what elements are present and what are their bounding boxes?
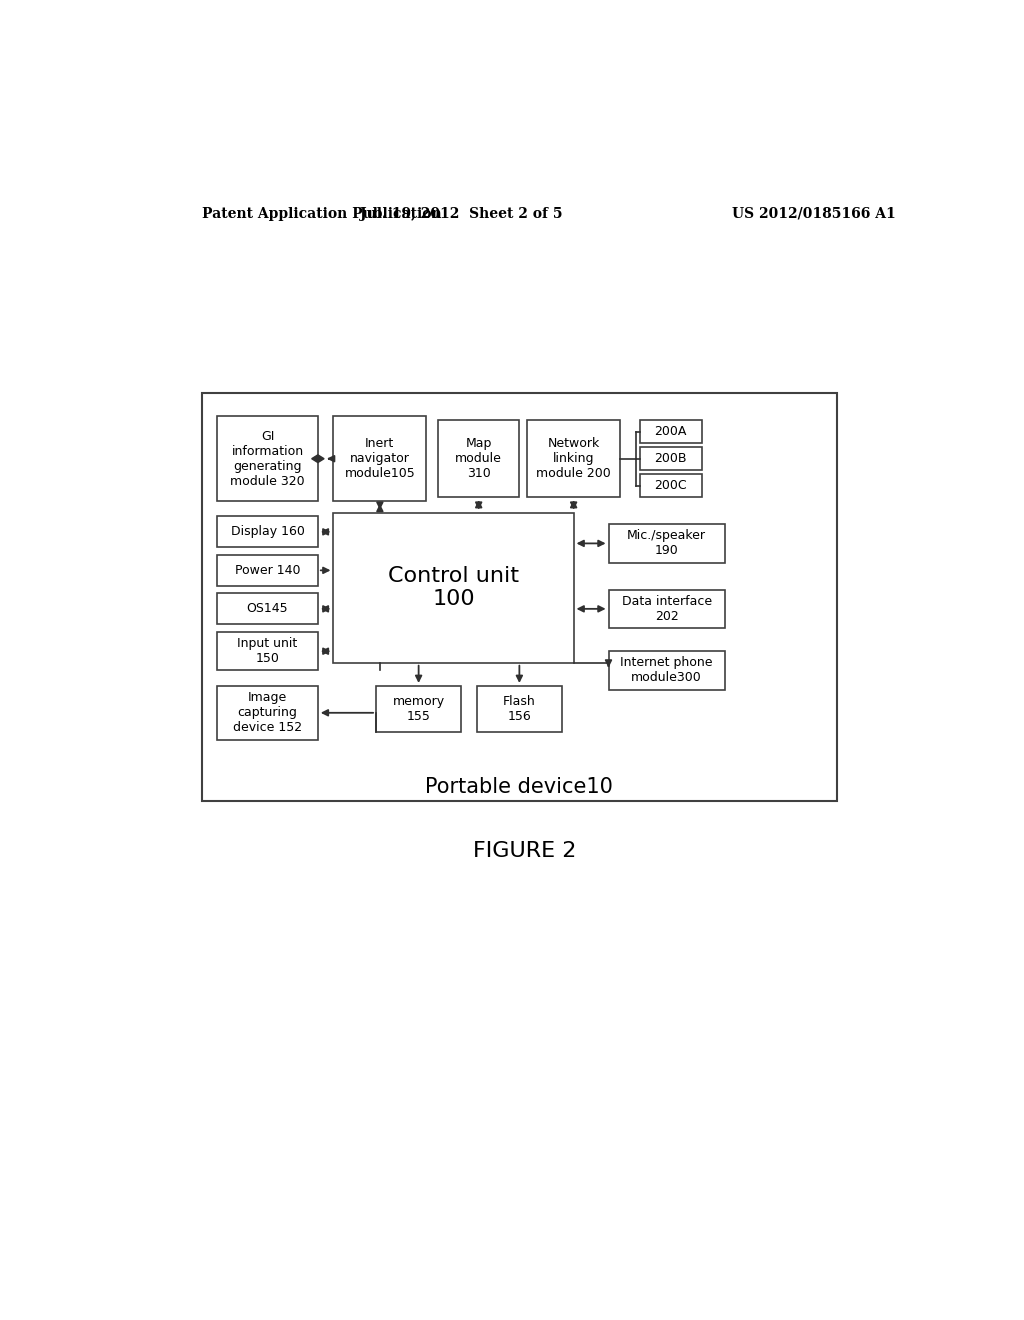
- Text: GI
information
generating
module 320: GI information generating module 320: [230, 430, 305, 487]
- Bar: [334, 416, 426, 502]
- Text: Network
linking
module 200: Network linking module 200: [537, 437, 611, 480]
- Text: Internet phone
module300: Internet phone module300: [621, 656, 713, 685]
- Text: 200B: 200B: [654, 453, 687, 465]
- Bar: [640, 447, 701, 470]
- Bar: [217, 632, 317, 671]
- Text: Display 160: Display 160: [230, 525, 304, 539]
- Text: Power 140: Power 140: [234, 564, 300, 577]
- Polygon shape: [311, 455, 324, 462]
- Bar: [640, 474, 701, 498]
- Text: Portable device10: Portable device10: [425, 777, 613, 797]
- Text: Inert
navigator
module105: Inert navigator module105: [344, 437, 416, 480]
- Bar: [217, 516, 317, 548]
- Bar: [640, 420, 701, 444]
- Text: Control unit
100: Control unit 100: [388, 566, 519, 610]
- Text: Data interface
202: Data interface 202: [622, 595, 712, 623]
- Bar: [527, 420, 621, 498]
- Bar: [608, 651, 725, 689]
- Text: Flash
156: Flash 156: [503, 694, 536, 723]
- Bar: [217, 554, 317, 586]
- Text: OS145: OS145: [247, 602, 289, 615]
- Text: Image
capturing
device 152: Image capturing device 152: [232, 692, 302, 734]
- Bar: [608, 524, 725, 562]
- Bar: [202, 393, 838, 801]
- Text: memory
155: memory 155: [392, 694, 444, 723]
- Text: US 2012/0185166 A1: US 2012/0185166 A1: [732, 207, 896, 220]
- Bar: [217, 594, 317, 624]
- Text: Patent Application Publication: Patent Application Publication: [202, 207, 441, 220]
- Text: 200C: 200C: [654, 479, 687, 492]
- Text: Jul. 19, 2012  Sheet 2 of 5: Jul. 19, 2012 Sheet 2 of 5: [360, 207, 562, 220]
- Text: FIGURE 2: FIGURE 2: [473, 841, 577, 862]
- Text: Mic./speaker
190: Mic./speaker 190: [627, 529, 707, 557]
- Bar: [438, 420, 519, 498]
- Bar: [608, 590, 725, 628]
- Bar: [217, 686, 317, 739]
- Bar: [334, 512, 573, 663]
- Bar: [217, 416, 317, 502]
- Text: Input unit
150: Input unit 150: [238, 638, 298, 665]
- Bar: [477, 686, 562, 733]
- Text: Map
module
310: Map module 310: [456, 437, 502, 480]
- Text: 200A: 200A: [654, 425, 687, 438]
- Bar: [376, 686, 461, 733]
